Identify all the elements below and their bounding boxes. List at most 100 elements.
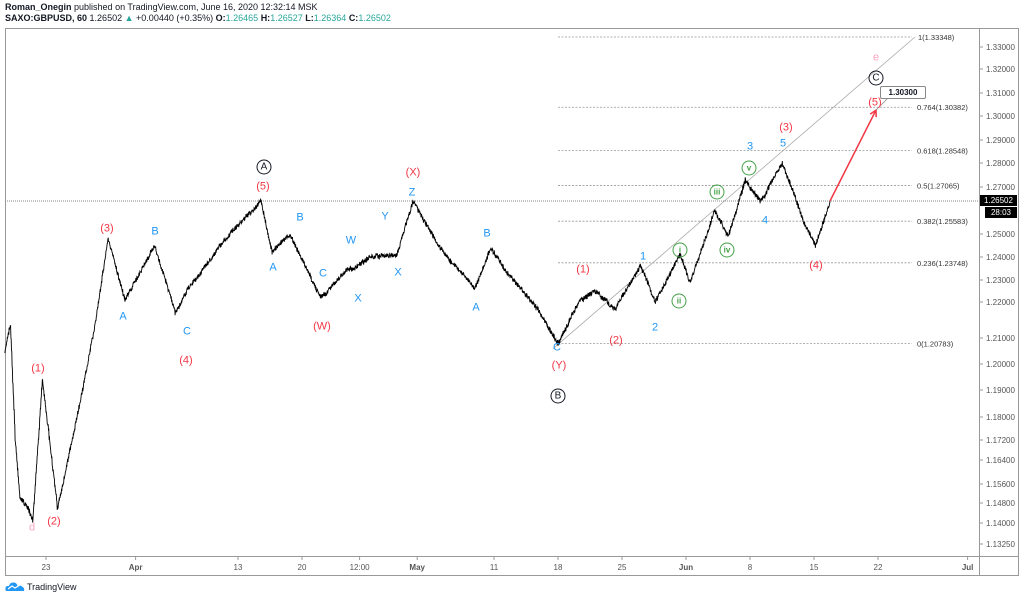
time-tick-label: 25 [618,563,627,572]
wave-label-a[interactable]: A [256,159,272,175]
price-tick-label: 1.23000 [986,276,1015,285]
up-arrow-icon: ▲ [124,13,134,23]
fib-level-label: 0.5(1.27065) [917,181,960,190]
time-tick-label: Apr [129,563,143,572]
wave-label-2[interactable]: (2) [609,334,623,347]
wave-label-e[interactable]: e [872,51,880,64]
projection-line[interactable] [829,109,877,202]
wave-label-i[interactable]: i [672,242,688,258]
wave-label-c[interactable]: C [868,70,884,86]
price-tick-label: 1.14800 [986,499,1015,508]
price-tick-label: 1.30000 [986,112,1015,121]
wave-label-ii[interactable]: ii [671,293,687,309]
wave-label-d[interactable]: d [28,521,36,534]
price-tick-label: 1.24000 [986,253,1015,262]
wave-label-2[interactable]: 2 [651,321,659,334]
time-tick-label: 15 [810,563,819,572]
fib-retracement[interactable]: 1(1.33348) 0.764(1.30382) 0.618(1.28548) 0.… [558,33,968,349]
price-tick-label: 1.25000 [986,230,1015,239]
callout-pointer [875,97,889,111]
wave-label-3[interactable]: (3) [779,121,793,134]
wave-label-b[interactable]: B [550,388,566,404]
wave-label-1[interactable]: (1) [31,362,45,375]
wave-label-5[interactable]: 5 [779,137,787,150]
publish-info: Roman_Onegin published on TradingView.co… [5,2,318,12]
wave-label-c[interactable]: C [553,341,561,354]
fib-level-label: 1(1.33348) [918,33,955,42]
wave-label-b[interactable]: B [151,225,159,238]
chart-frame [5,28,1019,576]
wave-label-4[interactable]: 4 [761,214,769,227]
time-tick-label: 18 [554,563,563,572]
low-label: L: [305,13,314,23]
wave-label-iv[interactable]: iv [719,242,735,258]
time-tick-label: 23 [42,563,51,572]
symbol-legend: SAXO:GBPUSD, 60 1.26502 ▲ +0.00440 (+0.3… [5,13,391,23]
wave-label-1[interactable]: (1) [576,263,590,276]
wave-label-a[interactable]: A [119,310,127,323]
fib-level-label: 0(1.20783) [917,340,954,349]
price-tick-label: 1.32000 [986,65,1015,74]
wave-label-1[interactable]: 1 [639,250,647,263]
tradingview-cloud-icon [5,582,25,591]
publish-text: published on TradingView.com, June 16, 2… [74,2,318,12]
price-tick-label: 1.33000 [986,43,1015,52]
symbol-name[interactable]: SAXO:GBPUSD, 60 [5,13,88,23]
low-value: 1.26364 [313,13,347,23]
price-tick-label: 1.13250 [986,540,1015,549]
tradingview-logo[interactable]: TradingView [5,581,77,592]
current-price-tag: 1.26502 [980,195,1017,206]
projection-arrow[interactable] [829,97,889,202]
high-value: 1.26527 [270,13,303,23]
wave-label-v[interactable]: v [741,160,757,176]
time-axis[interactable]: 23 Apr 13 20 12:00 May 11 18 25 Jun 8 15 22 Jul [42,556,974,572]
time-tick-label: 12:00 [350,563,371,572]
wave-label-y[interactable]: (Y) [551,359,567,372]
time-tick-label: 22 [874,563,883,572]
open-value: 1.26465 [225,13,259,23]
price-change: +0.00440 (+0.35%) [136,13,214,23]
time-tick-label: 13 [234,563,243,572]
fib-level-label: 0.382(1.25583) [917,217,968,226]
price-tick-label: 1.21000 [986,334,1015,343]
price-tick-label: 1.20000 [986,360,1015,369]
wave-label-x[interactable]: X [354,292,362,305]
open-label: O: [215,13,226,23]
wave-label-c[interactable]: C [319,267,327,280]
author-name[interactable]: Roman_Onegin [5,2,72,12]
fib-level-label: 0.236(1.23748) [917,259,968,268]
trend-line[interactable] [552,36,916,349]
close-value: 1.26502 [358,13,391,23]
price-axis[interactable]: 1.33000 1.32000 1.31000 1.30000 1.29000 1.280… [979,43,1015,549]
wave-label-5[interactable]: (5) [256,180,270,193]
wave-label-z[interactable]: Z [408,186,416,199]
wave-label-b[interactable]: B [483,227,491,240]
wave-label-b[interactable]: B [296,211,304,224]
wave-label-3[interactable]: 3 [746,140,754,153]
wave-label-2[interactable]: (2) [47,515,61,528]
price-tick-label: 1.19000 [986,386,1015,395]
wave-label-c[interactable]: C [183,325,191,338]
wave-label-a[interactable]: A [269,261,277,274]
close-label: C: [348,13,359,23]
high-label: H: [260,13,271,23]
wave-label-4[interactable]: (4) [179,354,193,367]
wave-label-5[interactable]: (5) [868,96,882,109]
time-tick-label: 11 [490,563,499,572]
wave-label-x[interactable]: (X) [405,166,421,179]
wave-label-x[interactable]: X [394,266,402,279]
wave-label-w[interactable]: (W) [313,320,331,333]
last-price: 1.26502 [89,13,123,23]
price-tick-label: 1.29000 [986,136,1015,145]
time-tick-label: May [409,563,425,572]
wave-label-y[interactable]: Y [381,210,389,223]
target-price-callout[interactable]: 1.30300 [880,86,926,99]
wave-label-a[interactable]: A [472,301,480,314]
wave-label-4[interactable]: (4) [809,259,823,272]
wave-label-3[interactable]: (3) [100,222,114,235]
wave-label-w[interactable]: W [345,234,357,247]
price-tick-label: 1.14000 [986,519,1015,528]
price-tick-label: 1.28000 [986,159,1015,168]
wave-label-iii[interactable]: iii [709,184,725,200]
